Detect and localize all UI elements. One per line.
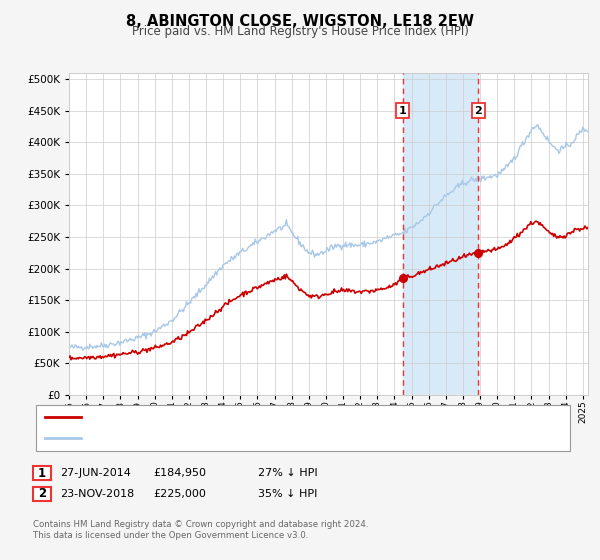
Text: Price paid vs. HM Land Registry's House Price Index (HPI): Price paid vs. HM Land Registry's House … (131, 25, 469, 38)
Text: This data is licensed under the Open Government Licence v3.0.: This data is licensed under the Open Gov… (33, 531, 308, 540)
Text: 27% ↓ HPI: 27% ↓ HPI (258, 468, 317, 478)
Text: Contains HM Land Registry data © Crown copyright and database right 2024.: Contains HM Land Registry data © Crown c… (33, 520, 368, 529)
Text: 23-NOV-2018: 23-NOV-2018 (60, 489, 134, 499)
Text: £184,950: £184,950 (153, 468, 206, 478)
Text: 27-JUN-2014: 27-JUN-2014 (60, 468, 131, 478)
Text: 35% ↓ HPI: 35% ↓ HPI (258, 489, 317, 499)
Text: 8, ABINGTON CLOSE, WIGSTON, LE18 2EW (detached house): 8, ABINGTON CLOSE, WIGSTON, LE18 2EW (de… (87, 412, 403, 422)
Text: 8, ABINGTON CLOSE, WIGSTON, LE18 2EW: 8, ABINGTON CLOSE, WIGSTON, LE18 2EW (126, 14, 474, 29)
Text: 1: 1 (38, 466, 46, 480)
Text: 1: 1 (399, 106, 407, 116)
Text: 2: 2 (38, 487, 46, 501)
Bar (403, 73, 478, 395)
Text: £225,000: £225,000 (153, 489, 206, 499)
Text: HPI: Average price, detached house, Oadby and Wigston: HPI: Average price, detached house, Oadb… (87, 433, 382, 444)
Text: 2: 2 (475, 106, 482, 116)
